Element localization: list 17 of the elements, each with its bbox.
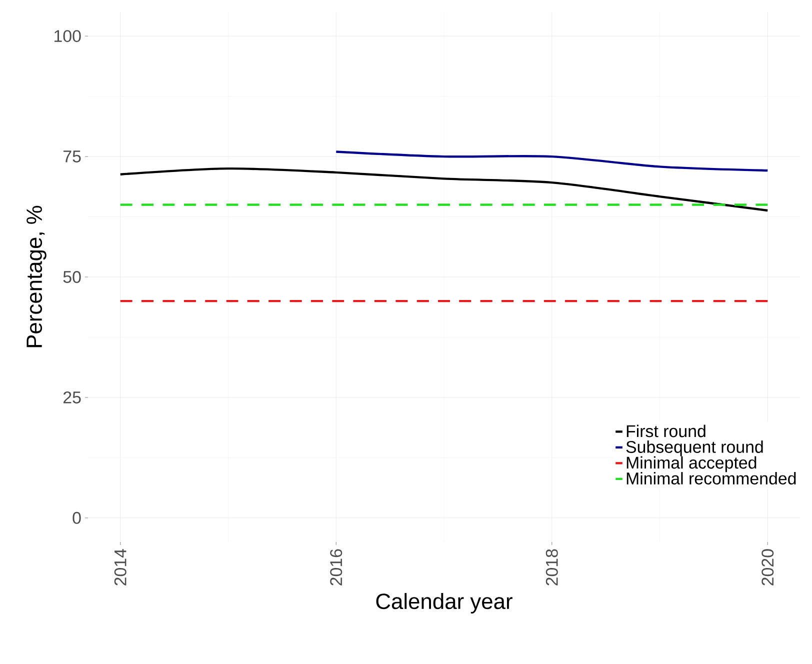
line-series xyxy=(335,150,769,172)
x-tick-label: 2018 xyxy=(546,549,558,586)
y-tick-label: 100 xyxy=(54,30,81,42)
line-series xyxy=(119,167,769,212)
y-tick-label: 75 xyxy=(64,150,81,162)
legend-label: First round xyxy=(626,424,706,438)
legend-label: Subsequent round xyxy=(626,440,763,456)
y-tick-label: 0 xyxy=(72,512,81,524)
x-tick-label: 2020 xyxy=(762,549,774,586)
legend-label: Minimal accepted xyxy=(626,456,756,472)
x-tick-label: 2016 xyxy=(330,549,342,586)
y-tick-label: 25 xyxy=(64,391,81,404)
legend-label: Minimal recommended xyxy=(626,472,796,484)
y-axis-title: Percentage, % xyxy=(26,206,46,348)
x-tick-label: 2014 xyxy=(114,549,126,586)
y-tick-label: 50 xyxy=(63,271,81,283)
x-axis-title: Calendar year xyxy=(376,593,512,614)
